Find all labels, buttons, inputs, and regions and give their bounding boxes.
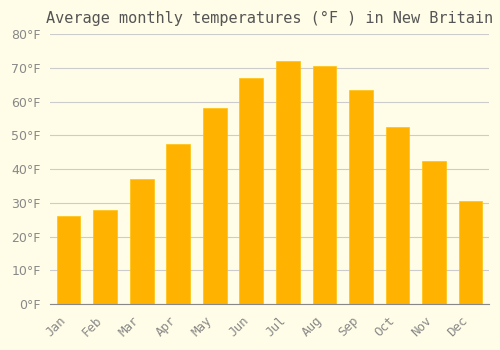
Bar bbox=[276, 61, 300, 304]
Bar bbox=[458, 201, 482, 304]
Bar bbox=[312, 66, 336, 304]
Bar bbox=[130, 179, 154, 304]
Bar bbox=[166, 144, 190, 304]
Bar bbox=[203, 108, 226, 304]
Bar bbox=[94, 210, 117, 304]
Bar bbox=[349, 90, 373, 304]
Bar bbox=[240, 78, 263, 304]
Title: Average monthly temperatures (°F ) in New Britain: Average monthly temperatures (°F ) in Ne… bbox=[46, 11, 493, 26]
Bar bbox=[386, 127, 409, 304]
Bar bbox=[422, 161, 446, 304]
Bar bbox=[56, 216, 80, 304]
